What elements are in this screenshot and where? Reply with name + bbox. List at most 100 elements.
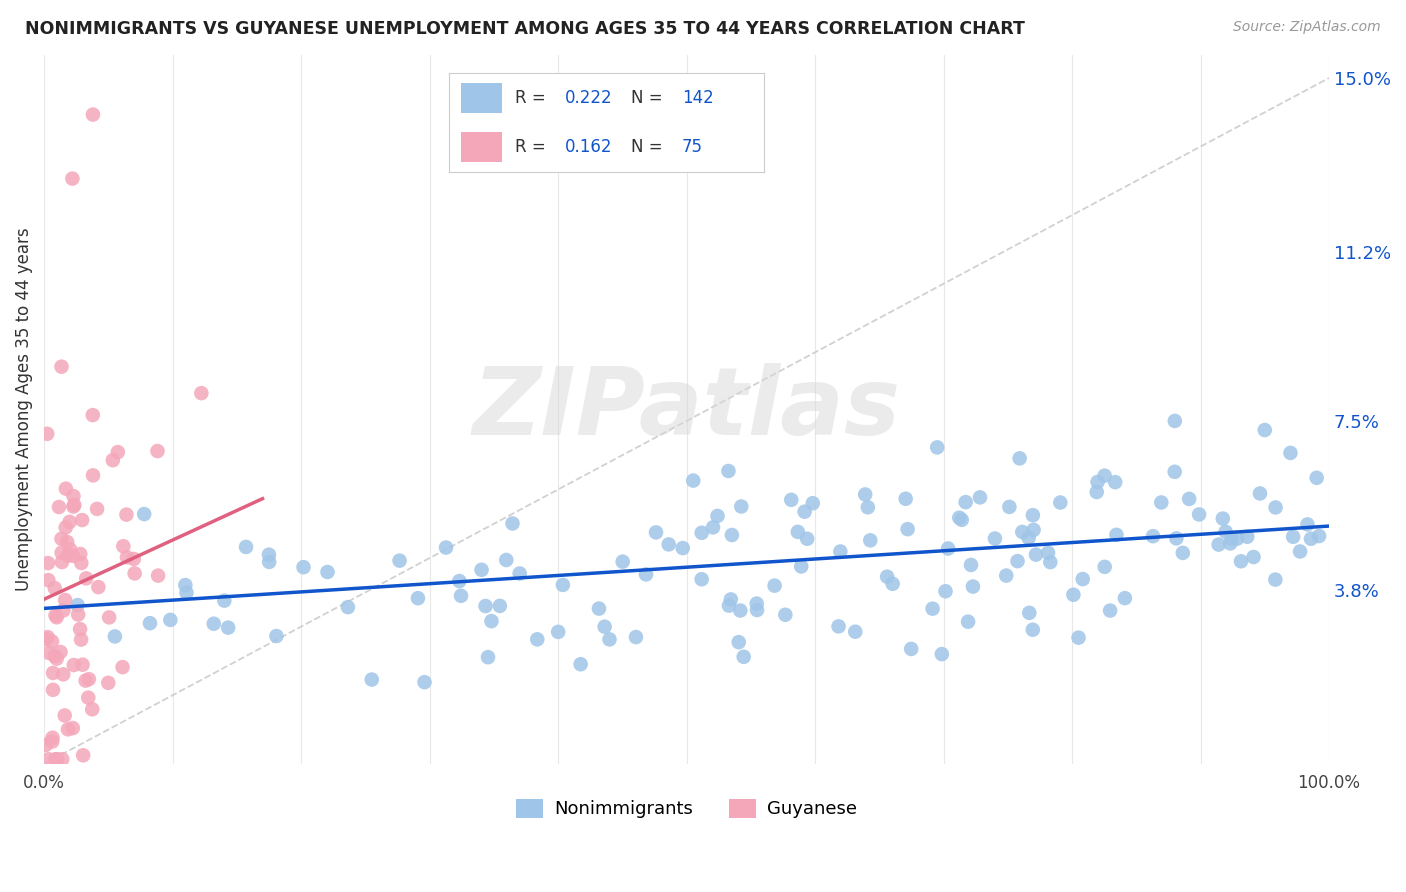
Point xyxy=(721,528,744,542)
Point xyxy=(612,555,634,569)
Point xyxy=(1150,495,1173,509)
Point xyxy=(45,752,67,766)
Point xyxy=(1025,548,1047,562)
Point xyxy=(1219,536,1241,550)
Point xyxy=(115,550,138,565)
Point xyxy=(1171,546,1194,560)
Point xyxy=(202,616,225,631)
Point xyxy=(44,608,66,623)
Point xyxy=(780,492,803,507)
Point xyxy=(60,171,83,186)
Point xyxy=(49,645,72,659)
Point xyxy=(1249,486,1271,500)
Point xyxy=(360,673,382,687)
Point xyxy=(720,592,742,607)
Point xyxy=(51,752,73,766)
Point xyxy=(1007,554,1029,568)
Point xyxy=(63,498,86,512)
Point xyxy=(1105,528,1128,542)
Point xyxy=(931,647,953,661)
Point xyxy=(48,500,70,514)
Point xyxy=(1018,531,1040,545)
Point xyxy=(1305,471,1327,485)
Point xyxy=(790,559,813,574)
Point xyxy=(56,723,79,737)
Point xyxy=(955,495,977,509)
Point xyxy=(1163,465,1185,479)
Point xyxy=(46,752,69,766)
Point xyxy=(859,533,882,548)
Point xyxy=(1289,544,1312,558)
Point xyxy=(42,682,65,697)
Point xyxy=(53,593,76,607)
Point xyxy=(1215,524,1237,539)
Point xyxy=(37,630,59,644)
Point xyxy=(1085,485,1108,500)
Point xyxy=(159,613,181,627)
Point xyxy=(59,542,82,557)
Point xyxy=(727,635,749,649)
Point xyxy=(235,540,257,554)
Point xyxy=(588,601,610,615)
Point xyxy=(1114,591,1136,606)
Point xyxy=(730,603,752,617)
Point xyxy=(190,386,212,401)
Point xyxy=(927,441,949,455)
Point xyxy=(477,650,499,665)
Point xyxy=(55,520,77,534)
Point xyxy=(45,651,67,665)
Point xyxy=(717,464,740,478)
Point xyxy=(489,599,512,613)
Point xyxy=(124,566,146,581)
Point xyxy=(1220,532,1243,546)
Point xyxy=(44,581,66,595)
Point xyxy=(82,702,104,716)
Point xyxy=(112,539,135,553)
Point xyxy=(796,532,818,546)
Point xyxy=(634,567,657,582)
Point xyxy=(1099,604,1122,618)
Point xyxy=(801,496,824,510)
Point xyxy=(962,580,984,594)
Point xyxy=(900,642,922,657)
Point xyxy=(70,632,93,647)
Text: Source: ZipAtlas.com: Source: ZipAtlas.com xyxy=(1233,20,1381,34)
Point xyxy=(38,752,60,766)
Point xyxy=(104,629,127,643)
Point xyxy=(1022,523,1045,537)
Point xyxy=(77,690,100,705)
Point xyxy=(502,516,524,531)
Point xyxy=(41,734,63,748)
Y-axis label: Unemployment Among Ages 35 to 44 years: Unemployment Among Ages 35 to 44 years xyxy=(15,227,32,591)
Point xyxy=(526,632,548,647)
Point xyxy=(730,500,752,514)
Point xyxy=(72,748,94,763)
Point xyxy=(1039,555,1062,569)
Point xyxy=(1282,530,1305,544)
Point xyxy=(547,624,569,639)
Point xyxy=(101,453,124,467)
Point xyxy=(1087,475,1109,489)
Point xyxy=(134,507,156,521)
Point xyxy=(717,599,740,613)
Point xyxy=(624,630,647,644)
Point xyxy=(111,660,134,674)
Point xyxy=(146,568,169,582)
Point xyxy=(388,554,411,568)
Point xyxy=(62,549,84,563)
Point xyxy=(1254,423,1277,437)
Point xyxy=(1094,468,1116,483)
Point xyxy=(509,566,531,581)
Point xyxy=(82,468,104,483)
Point xyxy=(1236,530,1258,544)
Point xyxy=(37,556,59,570)
Point xyxy=(481,614,503,628)
Point xyxy=(950,513,973,527)
Point xyxy=(75,571,97,585)
Point xyxy=(55,482,77,496)
Point xyxy=(44,752,66,766)
Point xyxy=(86,502,108,516)
Text: NONIMMIGRANTS VS GUYANESE UNEMPLOYMENT AMONG AGES 35 TO 44 YEARS CORRELATION CHA: NONIMMIGRANTS VS GUYANESE UNEMPLOYMENT A… xyxy=(25,20,1025,37)
Point xyxy=(35,632,58,646)
Point xyxy=(77,672,100,686)
